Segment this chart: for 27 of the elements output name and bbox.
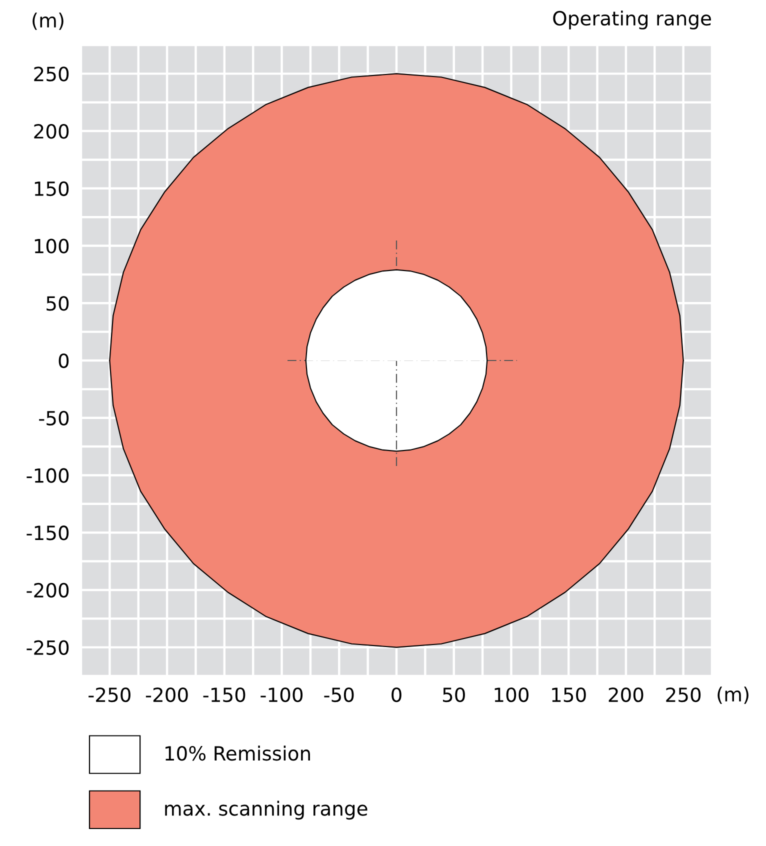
x-axis-title: (m) [718, 686, 748, 704]
x-tick-label: 0 [392, 687, 402, 702]
x-tick-label: 100 [494, 687, 528, 702]
y-tick-label: -50 [39, 410, 69, 426]
x-tick-label: -150 [203, 687, 246, 702]
x-tick-label: -100 [260, 687, 303, 702]
y-tick-label: 250 [34, 66, 69, 82]
y-tick-label: -150 [26, 526, 69, 540]
y-tick-label: 100 [34, 238, 69, 254]
legend-label: 10% Remission [166, 746, 310, 761]
chart-title: Operating range [553, 10, 711, 30]
x-tick-label: 250 [666, 687, 701, 702]
y-tick-label: -100 [26, 468, 69, 483]
y-tick-label: 50 [46, 296, 69, 311]
x-tick-label: -200 [146, 687, 188, 702]
x-tick-label: 50 [442, 687, 465, 702]
y-axis-title: (m) [32, 12, 64, 30]
y-tick-label: -200 [26, 582, 69, 598]
x-tick-label: -50 [324, 687, 354, 702]
legend-label: max. scanning range [165, 800, 368, 820]
x-tick-label: -250 [88, 687, 130, 702]
y-tick-label: -250 [26, 640, 69, 655]
x-tick-label: 150 [552, 687, 586, 702]
y-tick-label: 0 [58, 353, 69, 368]
y-tick-label: 200 [34, 124, 69, 139]
x-tick-label: 200 [608, 687, 644, 702]
y-tick-label: 150 [34, 181, 69, 196]
